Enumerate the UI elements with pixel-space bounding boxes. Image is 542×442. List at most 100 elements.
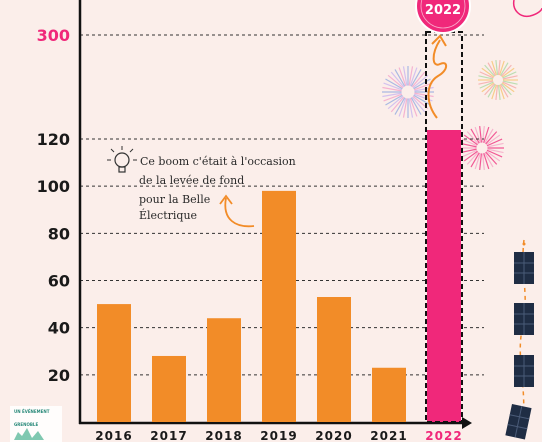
firework-ray <box>481 153 485 170</box>
firework-ray <box>382 86 402 92</box>
x-tick-label: 2020 <box>315 429 352 442</box>
gridlines <box>80 34 484 376</box>
firework-ray <box>394 97 406 115</box>
firework-ray <box>390 96 405 113</box>
firework-ray <box>484 152 494 168</box>
y-tick-label: 120 <box>37 130 70 149</box>
firework-ray <box>479 71 494 79</box>
logo-top-text: UN ÉVÉNEMENT <box>14 409 50 414</box>
firework-ray <box>497 84 501 100</box>
bar-2021 <box>372 367 406 422</box>
firework-ray <box>414 86 434 92</box>
firework-ray <box>479 81 494 89</box>
firework-ray <box>413 78 431 90</box>
firework-ray <box>408 66 414 86</box>
y-axis-tick-labels: 20 40 60 80 100 120 300 <box>37 26 70 385</box>
firework-ray <box>409 97 418 117</box>
firework-ray <box>409 67 418 87</box>
rise-arrow-icon <box>427 39 448 119</box>
firework-ray <box>487 142 504 148</box>
annotation: Ce boom c'était à l'occasion de la levée… <box>107 146 296 228</box>
x-tick-label: 2016 <box>95 429 132 442</box>
firework-ray <box>485 131 498 145</box>
x-tick-label: 2017 <box>150 429 187 442</box>
event-logo: UN ÉVÉNEMENT GRENOBLE <box>10 406 62 442</box>
firework-ray <box>390 71 405 88</box>
firework-ray <box>398 67 407 87</box>
logo-brand-text: GRENOBLE <box>14 422 38 427</box>
firework-ray <box>481 82 495 93</box>
firework-ray <box>460 142 477 148</box>
firework-ray <box>408 98 414 118</box>
firework-ray <box>411 96 426 113</box>
firework-ray <box>383 82 403 91</box>
firework-ray <box>502 71 517 79</box>
firework-ray <box>470 152 480 168</box>
firework-ray <box>486 138 503 147</box>
firework-ray <box>478 75 494 80</box>
firework-ray <box>413 94 431 106</box>
firework-ray <box>501 67 515 78</box>
firework-ray <box>484 128 494 144</box>
firework-ray <box>410 69 422 87</box>
firework-ray <box>486 134 501 146</box>
y-tick-label: 300 <box>37 26 70 45</box>
annotation-arrow-head <box>219 194 233 205</box>
y-tick-label: 20 <box>48 366 70 385</box>
y-tick-label: 60 <box>48 272 70 291</box>
firework-ray <box>474 153 481 170</box>
badge-label: 2022 <box>425 3 461 18</box>
firework-ray <box>486 149 503 158</box>
firework-ray <box>485 151 498 165</box>
rise-arrow-head <box>431 34 447 47</box>
x-tick-label: 2022 <box>425 429 462 442</box>
y-tick-label: 80 <box>48 224 70 243</box>
firework-ray <box>502 81 517 89</box>
firework-ray <box>470 128 480 144</box>
bar-2022 <box>427 130 461 422</box>
firework-ray <box>487 62 497 76</box>
firework-ray <box>463 134 478 146</box>
firework-ray <box>495 60 499 76</box>
firework-ray <box>398 97 407 117</box>
bar-2019 <box>262 190 296 422</box>
firework-ray <box>498 84 505 100</box>
bar-2016 <box>97 304 131 422</box>
bar-2020 <box>317 297 351 422</box>
firework-ray <box>385 94 403 106</box>
bars <box>97 130 461 422</box>
firework-ray <box>487 148 504 154</box>
lightbulb-icon <box>107 146 137 173</box>
firework-ray <box>466 131 479 145</box>
firework-ray <box>478 80 494 85</box>
bar-2017 <box>152 355 186 422</box>
firework-ray <box>487 84 497 98</box>
bar-2018 <box>207 318 241 422</box>
firework-ray <box>410 97 422 115</box>
annotation-line-3: pour la Belle <box>139 193 210 206</box>
firework-ray <box>499 84 509 98</box>
annotation-line-1: Ce boom c'était à l'occasion <box>140 155 296 168</box>
firework-ray <box>385 78 403 90</box>
firework-ray <box>387 74 404 89</box>
firework-ray <box>460 148 477 154</box>
firework-ray <box>502 80 518 85</box>
annotation-line-2: de la levée de fond <box>139 174 244 187</box>
firework-ray <box>491 60 498 76</box>
firework-ray <box>412 74 429 89</box>
firework-ray <box>483 126 490 143</box>
firework-ray <box>483 153 490 170</box>
firework-ray <box>500 64 512 77</box>
firework-ray <box>497 60 501 76</box>
firework-ray <box>402 98 408 118</box>
firework-ray <box>463 150 478 162</box>
firework-ray <box>461 138 478 147</box>
firework-ray <box>474 126 481 143</box>
fireworks-decoration <box>382 60 518 170</box>
firework-ray <box>479 153 483 170</box>
streamer-decoration <box>512 0 542 18</box>
firework-ray <box>484 64 496 77</box>
firework-ray <box>481 126 485 143</box>
y-tick-label: 40 <box>48 319 70 338</box>
